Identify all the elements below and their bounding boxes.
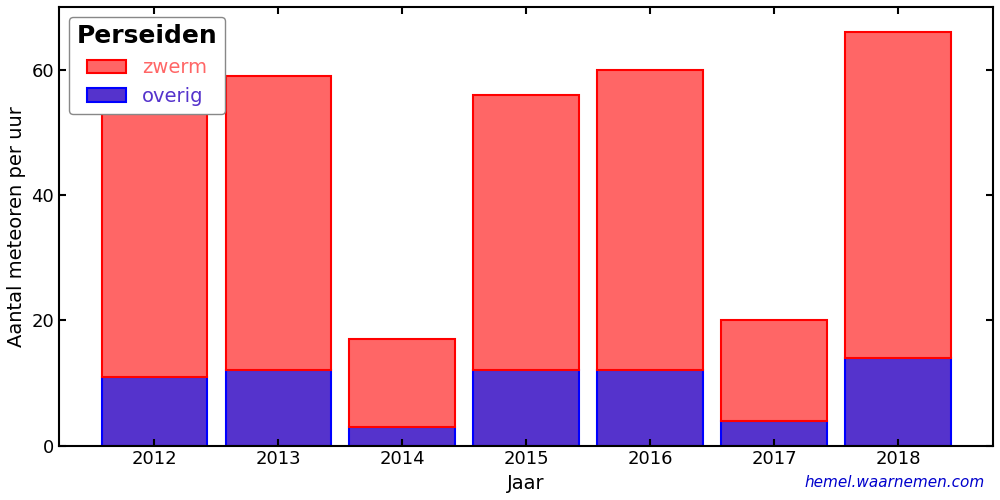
X-axis label: Jaar: Jaar: [507, 474, 545, 493]
Legend: zwerm, overig: zwerm, overig: [69, 16, 225, 114]
Y-axis label: Aantal meteoren per uur: Aantal meteoren per uur: [7, 106, 26, 346]
Bar: [349, 339, 455, 427]
Bar: [845, 32, 951, 358]
Bar: [226, 370, 331, 446]
Bar: [102, 376, 207, 446]
Bar: [597, 370, 703, 446]
Bar: [721, 420, 827, 446]
Text: hemel.waarnemen.com: hemel.waarnemen.com: [805, 475, 985, 490]
Bar: [845, 358, 951, 446]
Bar: [473, 370, 579, 446]
Bar: [349, 427, 455, 446]
Bar: [597, 70, 703, 370]
Bar: [473, 94, 579, 370]
Bar: [721, 320, 827, 420]
Bar: [102, 107, 207, 376]
Bar: [226, 76, 331, 370]
